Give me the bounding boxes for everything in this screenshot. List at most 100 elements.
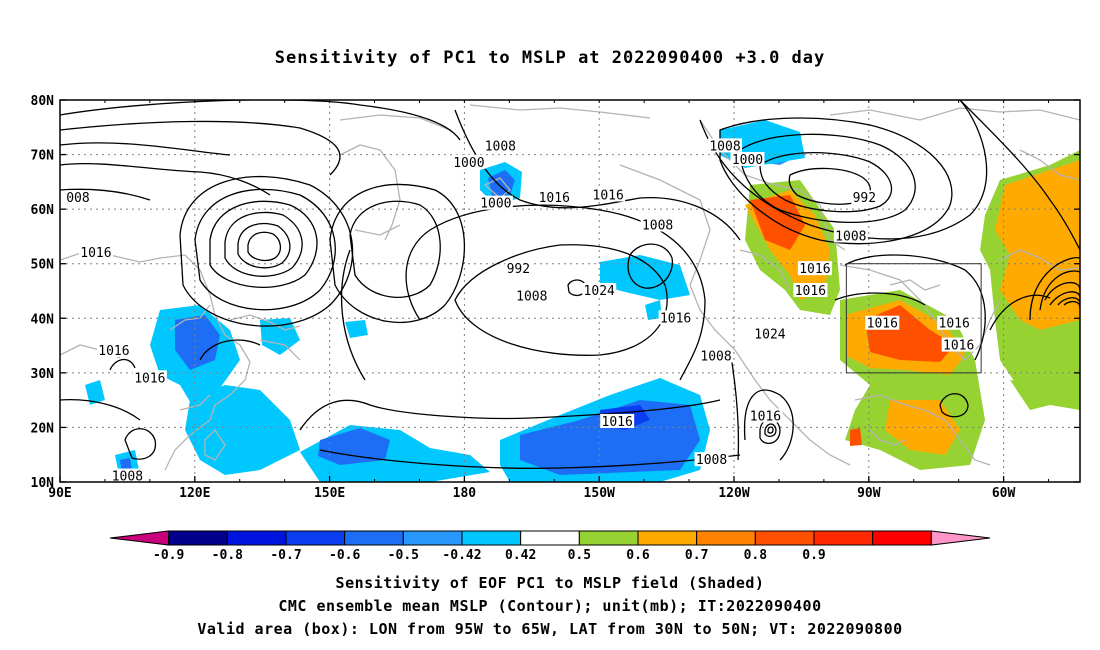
contour-label-bg [833, 228, 868, 243]
sensitivity-patch [345, 320, 368, 338]
isobar [60, 399, 141, 421]
isobar [739, 133, 916, 224]
lon-tick-label: 120W [718, 486, 749, 501]
lon-tick-label: 120E [179, 486, 210, 501]
colorbar-label: 0.7 [685, 548, 708, 563]
contour-label-bg [752, 326, 787, 341]
colorbar-label: -0.9 [153, 548, 184, 563]
contour-label: 1008 [696, 453, 727, 468]
isobar [319, 449, 741, 469]
coastline [999, 249, 1080, 271]
isobar [179, 175, 354, 327]
contour-label: 1016 [799, 262, 830, 277]
coastline [169, 304, 211, 331]
contour-label: 1008 [835, 229, 866, 244]
contour-label: 1016 [660, 311, 691, 326]
colorbar-label: 0.6 [626, 548, 650, 563]
isobar [1029, 256, 1080, 321]
lon-tick-label: 90E [48, 486, 71, 501]
contour-label-bg [451, 154, 486, 169]
colorbar-label: 0.9 [802, 548, 825, 563]
colorbar-swatch [226, 530, 287, 546]
contour-label-bg [941, 337, 976, 352]
contour-label: 1008 [642, 219, 673, 234]
map-frame [59, 99, 1081, 483]
isobar [834, 292, 926, 306]
colorbar-label: -0.42 [442, 548, 481, 563]
contour-label: 1024 [754, 328, 785, 343]
contour-label: 1008 [112, 470, 143, 485]
sensitivity-patch [185, 385, 300, 475]
contour-label: 1000 [480, 197, 511, 212]
isobar [454, 244, 668, 356]
isobar [743, 389, 794, 461]
mslp-contours [60, 100, 1080, 469]
lon-tick-label: 150W [584, 486, 615, 501]
sensitivity-patch [520, 400, 700, 475]
lat-tick-label: 20N [31, 421, 55, 436]
colorbar-swatch [696, 530, 756, 546]
coastline [204, 428, 226, 461]
contour-label-bg [851, 190, 878, 205]
contour-label-bg [748, 408, 783, 423]
contour-label: 1016 [80, 246, 111, 261]
isobar [959, 100, 1080, 251]
isobar [60, 142, 231, 156]
contour-label-bg [478, 195, 513, 210]
sensitivity-patch [1010, 380, 1050, 410]
isobar [60, 100, 461, 141]
isobar [767, 426, 774, 434]
isobar [699, 100, 988, 240]
coastline [839, 264, 1001, 361]
isobar [329, 183, 466, 324]
contour-label-bg [132, 370, 167, 385]
contour-label-bg [78, 244, 113, 259]
contour-label-bg [793, 283, 828, 297]
contour-label: 1016 [539, 191, 570, 206]
coastline [1019, 149, 1080, 181]
lat-tick-label: 30N [31, 367, 55, 382]
isobar [989, 294, 1051, 331]
colorbar-swatch [813, 530, 874, 546]
contour-label-bg [865, 315, 900, 330]
contour-label-bg [640, 217, 675, 232]
contour-label-bg [514, 288, 549, 303]
colorbar-label: -0.5 [388, 548, 419, 563]
coastline [869, 429, 906, 446]
contour-label-bg [708, 138, 743, 153]
valid-area-box [845, 263, 982, 374]
colorbar-label: -0.7 [270, 548, 301, 563]
coastline [339, 144, 401, 241]
colorbar-swatch [754, 530, 815, 546]
isobar [224, 211, 303, 277]
colorbar-swatch [578, 530, 639, 546]
lon-tick-label: 180 [453, 486, 477, 501]
contour-label-bg [110, 468, 145, 483]
coastline [889, 279, 941, 291]
colorbar-swatch [930, 530, 991, 546]
contour-label: 1016 [593, 189, 624, 204]
coastline [699, 119, 846, 251]
coastline [259, 339, 301, 361]
contour-label-bg [505, 261, 532, 276]
colorbar-label: 0.8 [744, 548, 768, 563]
contour-label-bg [483, 138, 518, 153]
colorbar-swatch [168, 530, 228, 546]
contour-label-bg [797, 261, 832, 276]
sensitivity-patch [488, 170, 515, 196]
lat-tick-label: 60N [31, 203, 55, 218]
coastline [469, 104, 651, 119]
isobar [627, 243, 673, 289]
isobar [939, 393, 969, 418]
lon-tick-label: 90W [857, 486, 881, 501]
isobar [209, 200, 318, 288]
colorbar-label: -0.8 [212, 548, 243, 563]
coastline [739, 249, 791, 291]
lat-tick-label: 10N [31, 476, 55, 491]
contour-label-bg [699, 348, 734, 363]
isobar [405, 204, 706, 381]
contour-label: 1016 [795, 284, 826, 299]
colorbar-swatch [520, 530, 580, 546]
lat-tick-label: 50N [31, 258, 55, 273]
